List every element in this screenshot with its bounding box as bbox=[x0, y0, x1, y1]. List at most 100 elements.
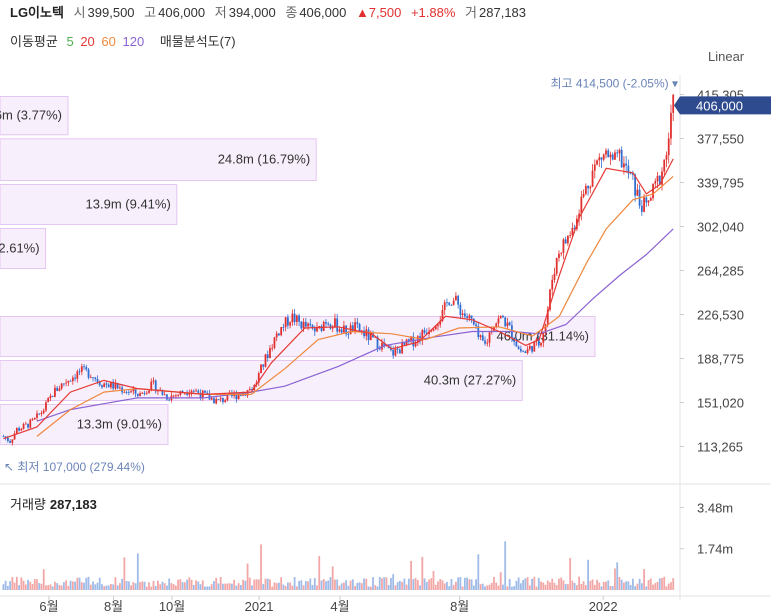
candle-body bbox=[340, 329, 343, 333]
volume-bar bbox=[446, 581, 448, 590]
candle-body bbox=[564, 239, 567, 244]
candle-body bbox=[618, 149, 621, 154]
candle-body bbox=[42, 410, 45, 413]
volume-bar bbox=[244, 580, 247, 590]
candle-body bbox=[295, 315, 298, 323]
volume-bar bbox=[76, 577, 79, 590]
last-price-badge bbox=[674, 96, 771, 115]
candle-body bbox=[390, 348, 392, 350]
volume-profile-label[interactable]: 매물분석도(7) bbox=[159, 34, 236, 49]
volume-bar bbox=[118, 583, 121, 590]
candle-body bbox=[65, 382, 68, 384]
candle-body bbox=[331, 327, 334, 329]
candle-body bbox=[161, 389, 164, 395]
volume-bar bbox=[486, 585, 489, 590]
volume-bar bbox=[322, 579, 325, 590]
volume-bar bbox=[47, 585, 50, 590]
candle-body bbox=[293, 313, 296, 323]
candle-body bbox=[204, 390, 206, 393]
candle-body bbox=[649, 198, 652, 201]
candle-body bbox=[394, 348, 397, 356]
candle-body bbox=[611, 154, 614, 160]
volume-bar bbox=[383, 577, 386, 590]
candle-body bbox=[282, 327, 285, 328]
volume-bar bbox=[206, 586, 209, 590]
volume-bar bbox=[551, 578, 554, 590]
volume-bar bbox=[42, 569, 45, 590]
candle-body bbox=[578, 213, 581, 219]
candle-body bbox=[643, 197, 645, 212]
volume-bar bbox=[201, 580, 204, 590]
candle-body bbox=[172, 395, 175, 397]
volume-bar bbox=[248, 577, 251, 590]
volume-bar bbox=[172, 584, 175, 590]
volume-bar bbox=[448, 586, 451, 590]
candle-body bbox=[647, 200, 650, 203]
volume-bar bbox=[636, 583, 639, 590]
volume-bar bbox=[179, 579, 182, 590]
candle-body bbox=[213, 398, 215, 404]
candle-body bbox=[443, 302, 446, 310]
volume-bar bbox=[479, 584, 482, 590]
volume-bar bbox=[295, 586, 298, 590]
candle-body bbox=[123, 391, 126, 393]
x-tick-label: 8월 bbox=[104, 599, 123, 614]
candle-body bbox=[307, 323, 309, 327]
ma-120-label: 120 bbox=[122, 34, 145, 49]
candle-body bbox=[670, 112, 672, 139]
candle-body bbox=[562, 239, 565, 253]
candle-body bbox=[450, 304, 453, 306]
candle-body bbox=[343, 325, 345, 333]
candle-body bbox=[145, 392, 148, 394]
volume-bar bbox=[255, 579, 258, 590]
volume-bar bbox=[298, 581, 300, 590]
candle-body bbox=[224, 400, 227, 403]
volume-bar bbox=[224, 583, 227, 590]
volume-bar bbox=[580, 583, 583, 590]
volume-bar bbox=[481, 583, 484, 590]
candle-body bbox=[22, 424, 25, 429]
volume-bar bbox=[94, 584, 97, 590]
volume-bar bbox=[251, 585, 253, 590]
candle-body bbox=[71, 377, 74, 382]
candle-body bbox=[593, 164, 596, 171]
candle-body bbox=[607, 150, 610, 158]
candle-body bbox=[264, 354, 267, 367]
volume-bar bbox=[358, 582, 361, 590]
volume-bar bbox=[437, 581, 439, 590]
volume-bar bbox=[89, 584, 92, 590]
volume-bar bbox=[309, 578, 312, 590]
candle-body bbox=[24, 423, 27, 425]
candle-body bbox=[658, 175, 661, 185]
last-price-label: 406,000 bbox=[696, 98, 743, 113]
candle-body bbox=[634, 174, 637, 196]
candle-body bbox=[260, 364, 262, 374]
volume-bar bbox=[125, 581, 128, 590]
volume-bar bbox=[589, 580, 592, 590]
volume-bar bbox=[439, 579, 442, 590]
volume-bar bbox=[484, 586, 486, 590]
candle-body bbox=[284, 317, 287, 328]
candle-body bbox=[663, 159, 666, 172]
candle-body bbox=[74, 377, 76, 379]
change-value: ▲7,500 bbox=[355, 5, 402, 20]
candle-body bbox=[45, 402, 47, 411]
scale-mode-toggle[interactable]: Linear bbox=[708, 49, 745, 64]
volume-tick-label: 3.48m bbox=[697, 500, 733, 515]
candle-body bbox=[192, 390, 195, 392]
candle-body bbox=[396, 348, 399, 350]
volume-bar bbox=[403, 578, 406, 590]
candle-body bbox=[60, 383, 63, 389]
candle-body bbox=[186, 392, 188, 395]
volume-bar bbox=[92, 581, 94, 590]
candle-body bbox=[605, 150, 607, 155]
candle-body bbox=[479, 335, 482, 338]
ma-legend[interactable]: 이동평균 5 20 60 120 매물분석도(7) bbox=[10, 31, 241, 50]
volume-bar bbox=[522, 580, 525, 590]
volume-bar bbox=[519, 583, 522, 590]
candle-body bbox=[345, 325, 348, 335]
candle-body bbox=[304, 321, 307, 327]
volume-bar bbox=[226, 583, 229, 590]
y-tick-label: 264,285 bbox=[697, 264, 744, 279]
